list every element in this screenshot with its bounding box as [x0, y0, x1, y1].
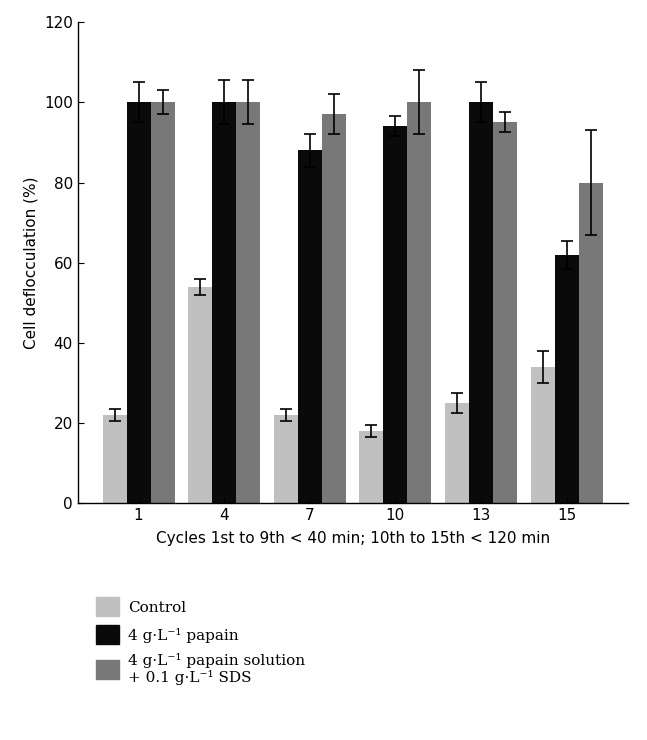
Bar	[236, 102, 260, 503]
Bar	[493, 122, 517, 503]
Legend: Control, 4 g·L⁻¹ papain, 4 g·L⁻¹ papain solution
+ 0.1 g·L⁻¹ SDS: Control, 4 g·L⁻¹ papain, 4 g·L⁻¹ papain …	[96, 597, 305, 685]
Bar	[127, 102, 151, 503]
Bar	[554, 255, 578, 503]
Bar	[274, 415, 298, 503]
Bar	[151, 102, 175, 503]
Y-axis label: Cell deflocculation (%): Cell deflocculation (%)	[23, 176, 38, 349]
Bar	[322, 115, 345, 503]
Bar	[298, 150, 322, 503]
Bar	[469, 102, 493, 503]
X-axis label: Cycles 1st to 9th < 40 min; 10th to 15th < 120 min: Cycles 1st to 9th < 40 min; 10th to 15th…	[155, 531, 550, 546]
Bar	[531, 367, 554, 503]
Bar	[445, 403, 469, 503]
Bar	[408, 102, 432, 503]
Bar	[384, 127, 408, 503]
Bar	[103, 415, 127, 503]
Bar	[212, 102, 236, 503]
Bar	[188, 286, 212, 503]
Bar	[578, 183, 602, 503]
Bar	[360, 431, 384, 503]
